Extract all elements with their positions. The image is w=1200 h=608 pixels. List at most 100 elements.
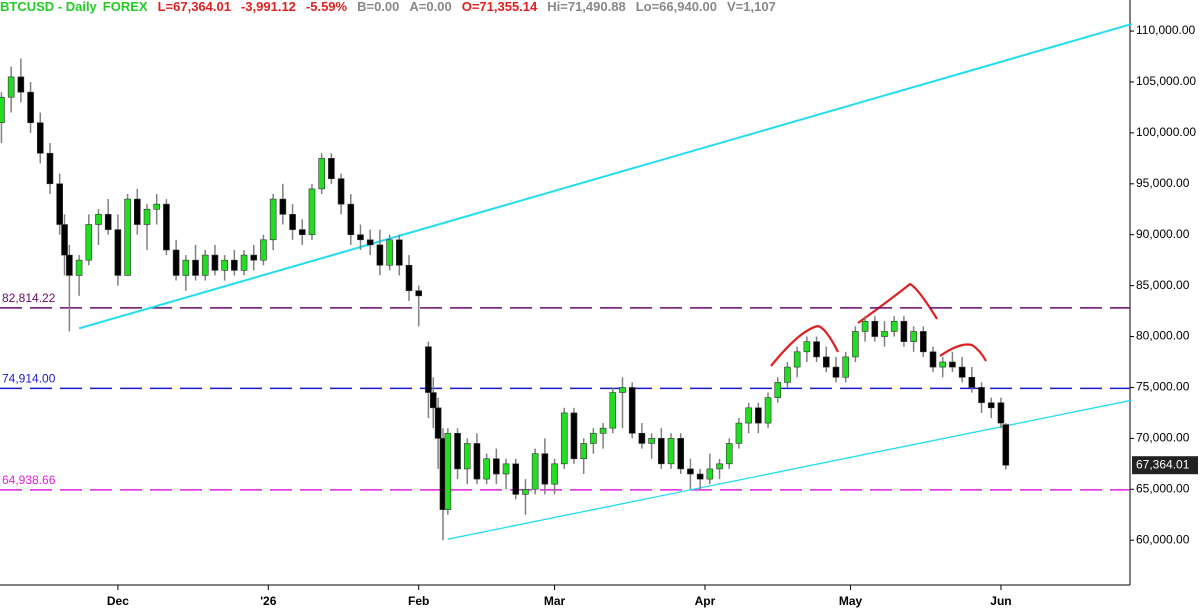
candle-body — [85, 224, 93, 261]
candle-body — [143, 208, 151, 225]
candle-body — [920, 331, 927, 353]
annotations — [770, 282, 987, 367]
candle-body — [211, 254, 219, 271]
candle-body — [570, 412, 578, 460]
candle-body — [1002, 424, 1010, 466]
candle-body — [357, 234, 364, 241]
candle-body — [978, 387, 985, 404]
candle-body — [172, 249, 180, 276]
candle-body — [638, 432, 646, 444]
level-label: 64,938.66 — [2, 473, 56, 487]
candle-body — [725, 443, 733, 465]
candle-body — [813, 341, 820, 358]
candle-body — [163, 203, 170, 251]
header-item: Lo=66,940.00 — [636, 0, 717, 14]
y-tick-label: 60,000.00 — [1136, 532, 1190, 546]
price-tag — [1132, 456, 1198, 475]
shoulder-arc — [770, 324, 839, 367]
candle-body — [803, 341, 811, 353]
price-tag-label: 67,364.01 — [1136, 457, 1190, 471]
candle-body — [376, 244, 384, 266]
candle-body — [308, 188, 316, 236]
candle-body — [201, 254, 209, 276]
candle-body — [599, 427, 607, 434]
candle-body — [997, 402, 1005, 424]
candle-body — [298, 229, 306, 236]
header-item: O=71,355.14 — [462, 0, 538, 14]
level-label: 74,914.00 — [2, 372, 56, 386]
candle-body — [774, 382, 782, 398]
candle-body — [56, 183, 63, 225]
x-tick-label: May — [839, 594, 863, 608]
candle-body — [289, 214, 296, 230]
candle-body — [260, 239, 267, 261]
candle-body — [590, 432, 597, 444]
candle-body — [551, 463, 558, 485]
candle-body — [463, 443, 471, 470]
candle-body — [784, 366, 791, 383]
trendline — [78, 22, 1133, 330]
candle-body — [61, 224, 68, 256]
y-tick-label: 80,000.00 — [1136, 329, 1190, 343]
trendline — [447, 399, 1133, 540]
candle-body — [687, 468, 694, 475]
candle-body — [764, 397, 772, 424]
y-tick-label: 65,000.00 — [1136, 481, 1190, 495]
candle-body — [328, 158, 335, 180]
candle-body — [677, 438, 685, 470]
candle-body — [95, 214, 102, 225]
candle-body — [939, 361, 947, 368]
candle-body — [706, 468, 714, 480]
candle-body — [560, 412, 568, 465]
shoulder-arc — [939, 343, 987, 362]
candle-body — [454, 432, 461, 470]
y-tick-label: 85,000.00 — [1136, 278, 1190, 292]
candle-body — [405, 264, 413, 292]
x-tick-label: Feb — [408, 594, 429, 608]
candle-body — [968, 376, 976, 388]
candle-body — [871, 320, 879, 337]
candle-body — [541, 453, 549, 485]
candle-body — [716, 463, 723, 470]
x-tick-label: '26 — [260, 594, 277, 608]
candle-body — [735, 422, 743, 444]
candle-body — [134, 198, 141, 225]
candle-body — [337, 178, 345, 205]
candle-body — [580, 443, 587, 460]
header-item: L=67,364.01 — [158, 0, 231, 14]
candle-body — [502, 463, 510, 475]
candle-body — [415, 290, 423, 297]
header-text: BTCUSD - Daily FOREX L=67,364.01 -3,991.12-… — [0, 0, 776, 14]
candle-body — [900, 320, 908, 342]
candle-body — [987, 402, 995, 409]
header: BTCUSD - Daily FOREX L=67,364.01 -3,991.12-… — [0, 0, 776, 14]
candle-body — [0, 96, 5, 124]
x-tick-label: Dec — [107, 594, 129, 608]
header-item: B=0.00 — [357, 0, 399, 14]
candle-body — [7, 76, 15, 98]
candle-body — [114, 229, 122, 276]
candle-body — [182, 259, 190, 276]
candle-body — [696, 473, 704, 480]
y-tick-label: 70,000.00 — [1136, 431, 1190, 445]
candle-body — [221, 259, 228, 271]
candle-body — [822, 356, 830, 368]
candle-body — [512, 463, 520, 495]
candle-body — [27, 91, 34, 124]
y-tick-label: 100,000.00 — [1136, 125, 1196, 139]
y-tick-label: 110,000.00 — [1136, 23, 1195, 37]
x-tick-label: Jun — [990, 594, 1011, 608]
y-tick-label: 75,000.00 — [1136, 380, 1190, 394]
candle-body — [667, 438, 675, 465]
candle-body — [958, 366, 966, 378]
candle-body — [832, 366, 840, 378]
candle-body — [347, 203, 355, 236]
y-tick-label: 95,000.00 — [1136, 176, 1190, 190]
candle-body — [658, 438, 665, 465]
header-item: BTCUSD - Daily — [0, 0, 98, 14]
candle-body — [269, 198, 277, 241]
candle-body — [522, 488, 529, 495]
x-tick-label: Mar — [544, 594, 566, 608]
candle-body — [366, 239, 374, 246]
